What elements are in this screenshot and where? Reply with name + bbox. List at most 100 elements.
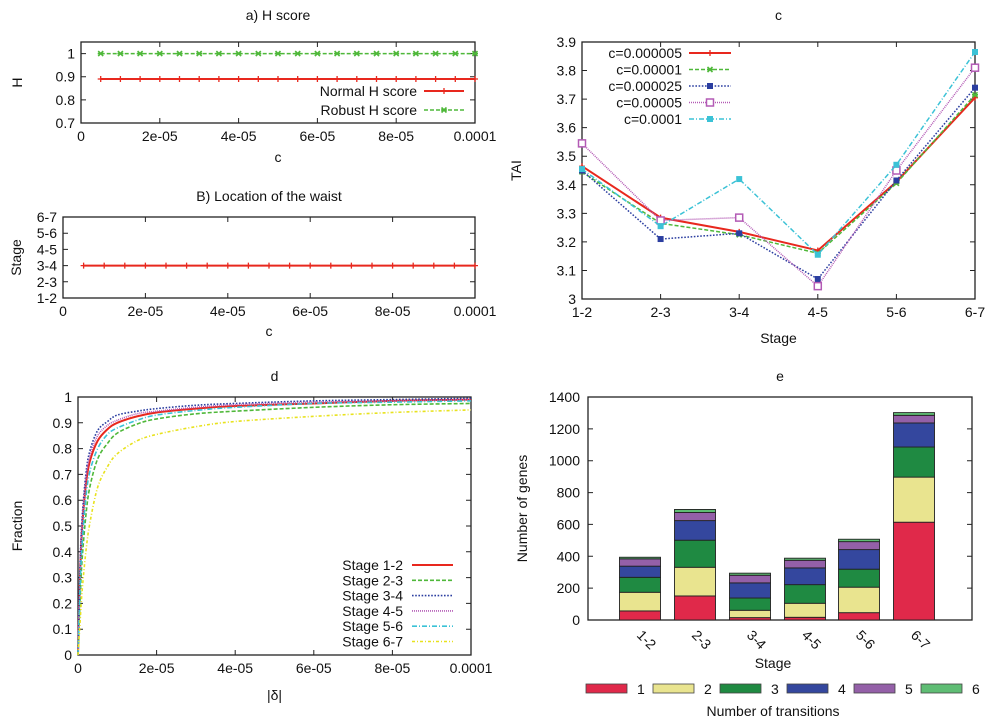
panel-a-data-point (393, 50, 400, 57)
panel-a-data-point (452, 50, 459, 57)
panel-b-x-tick-label: 0 (59, 303, 67, 319)
panel-b-plot-frame (62, 216, 476, 299)
panel-e-y-tick-label: 400 (557, 548, 581, 564)
panel-a-h-score: 0 2e-05 4e-05 6e-05 8e-05 0.0001 0.7 0.8 0.9 1 a) … (9, 7, 497, 165)
panel-d-y-tick-label: 0 (64, 647, 72, 663)
panel-e-bar-segment (893, 412, 935, 416)
panel-d-series-line (77, 397, 472, 656)
panel-a-data-point (472, 76, 478, 83)
panel-a-legend-label: Robust H score (321, 102, 418, 118)
panel-e-y-tick-label: 200 (557, 580, 581, 596)
panel-a-data-point (334, 50, 341, 57)
panel-c-data-point (657, 236, 664, 243)
panel-e-legend-label: 3 (771, 681, 779, 697)
panel-c-legend-marker (707, 50, 713, 56)
panel-a-series-0 (97, 76, 478, 83)
panel-b-y-tick-label: 5-6 (37, 225, 57, 241)
panel-d-legend-label: Stage 5-6 (342, 618, 403, 634)
panel-b-x-axis-label: c (266, 323, 273, 339)
panel-d-x-tick-label: 4e-05 (217, 660, 253, 676)
panel-a-x-tick-label: 0 (77, 128, 85, 144)
panel-a-data-point (353, 76, 360, 83)
panel-c-y-tick-label: 3.5 (557, 148, 577, 164)
panel-e-bar-segment (838, 612, 880, 621)
panel-e-y-tick-label: 1200 (549, 421, 580, 437)
panel-a-data-point (412, 50, 419, 57)
panel-d-y-tick-label: 0.7 (53, 466, 73, 482)
panel-a-data-point (432, 76, 439, 83)
panel-e-y-tick-label: 0 (572, 612, 580, 628)
panel-c-y-tick-label: 3.4 (557, 177, 577, 193)
panel-e-legend-swatch (920, 683, 963, 694)
panel-e-x-axis-label: Stage (755, 655, 792, 671)
panel-a-x-tick-label: 0.0001 (454, 128, 497, 144)
panel-e-bar-segment (893, 414, 935, 424)
panel-e-x-tick-label: 2-3 (689, 627, 715, 653)
panel-e-x-tick-label: 5-6 (853, 627, 879, 653)
panel-c-x-tick-label: 1-2 (572, 304, 592, 320)
panel-e-bar-segment (729, 597, 771, 611)
panel-c-x-tick-label: 2-3 (650, 304, 670, 320)
panel-a-data-point (255, 50, 262, 57)
panel-c-y-tick-label: 3.8 (557, 63, 577, 79)
panel-e-bar-segment (619, 556, 661, 560)
panel-e-bar-segment (619, 591, 661, 612)
panel-a-data-point (215, 50, 222, 57)
panel-e-legend-swatch (719, 683, 762, 694)
panel-a-data-point (432, 50, 439, 57)
panel-b-data-point (430, 262, 437, 269)
panel-c-data-point (656, 216, 665, 225)
panel-e-legend-swatch (652, 683, 695, 694)
panel-e-bar-2-3 (674, 509, 716, 621)
panel-b-x-tick-label: 0.0001 (454, 303, 497, 319)
panel-d-legend-label: Stage 6-7 (342, 634, 403, 650)
panel-a-data-point (353, 50, 360, 57)
panel-c-data-point (970, 63, 980, 72)
panel-c-title: c (775, 7, 782, 23)
panel-d-y-tick-label: 0.2 (53, 595, 73, 611)
panel-a-x-tick-label: 6e-05 (299, 128, 335, 144)
panel-e-legend-swatch (786, 683, 829, 694)
panel-c-data-point (736, 176, 743, 183)
panel-b-data-point (80, 262, 87, 269)
panel-d-x-tick-label: 8e-05 (374, 660, 410, 676)
panel-e-bar-segment (729, 609, 771, 619)
panel-e-legend-label: 5 (905, 681, 913, 697)
panel-c-data-point (579, 166, 585, 173)
panel-b-data-point (348, 262, 355, 269)
panel-b-data-point (121, 262, 128, 269)
panel-e-bar-4-5 (784, 557, 826, 621)
panel-d-legend-label: Stage 1-2 (342, 557, 403, 573)
panel-e-bar-segment (838, 538, 880, 543)
panel-a-data-point (373, 76, 380, 83)
panel-a-series-1 (97, 50, 479, 57)
panel-e-bar-1-2 (619, 556, 661, 621)
panel-c-y-axis-label: TAI (508, 160, 524, 181)
panel-c-legend-label: c=0.000025 (608, 78, 682, 94)
panel-b-y-tick-label: 3-4 (37, 258, 57, 274)
panel-d-plot-frame (77, 396, 472, 656)
panel-e-bar-segment (619, 576, 661, 593)
panel-c-series-line (581, 94, 976, 255)
panel-a-data-point (196, 50, 203, 57)
panel-d-y-tick-label: 0.4 (53, 544, 73, 560)
panel-b-data-point (183, 262, 190, 269)
panel-e-y-tick-label: 600 (557, 516, 581, 532)
panel-e-legend-title: Number of transitions (706, 703, 839, 719)
panel-c-data-point (734, 213, 744, 222)
panel-a-data-point (235, 76, 242, 83)
panel-a-x-tick-label: 2e-05 (142, 128, 178, 144)
panel-a-data-point (137, 76, 144, 83)
panel-a-plot-frame (80, 41, 476, 124)
panel-d-series-1 (77, 402, 472, 656)
panel-b-data-point (245, 262, 252, 269)
panel-b-x-tick-label: 4e-05 (210, 303, 246, 319)
panel-e-bar-segment (674, 509, 716, 513)
panel-e-bar-segment (619, 565, 661, 578)
panel-d-y-axis-label: Fraction (9, 501, 25, 552)
panel-d-y-tick-label: 0.8 (53, 441, 73, 457)
panel-c-series-line (581, 51, 976, 256)
panel-b-title: B) Location of the waist (196, 188, 342, 204)
panel-a-data-point (137, 50, 144, 57)
